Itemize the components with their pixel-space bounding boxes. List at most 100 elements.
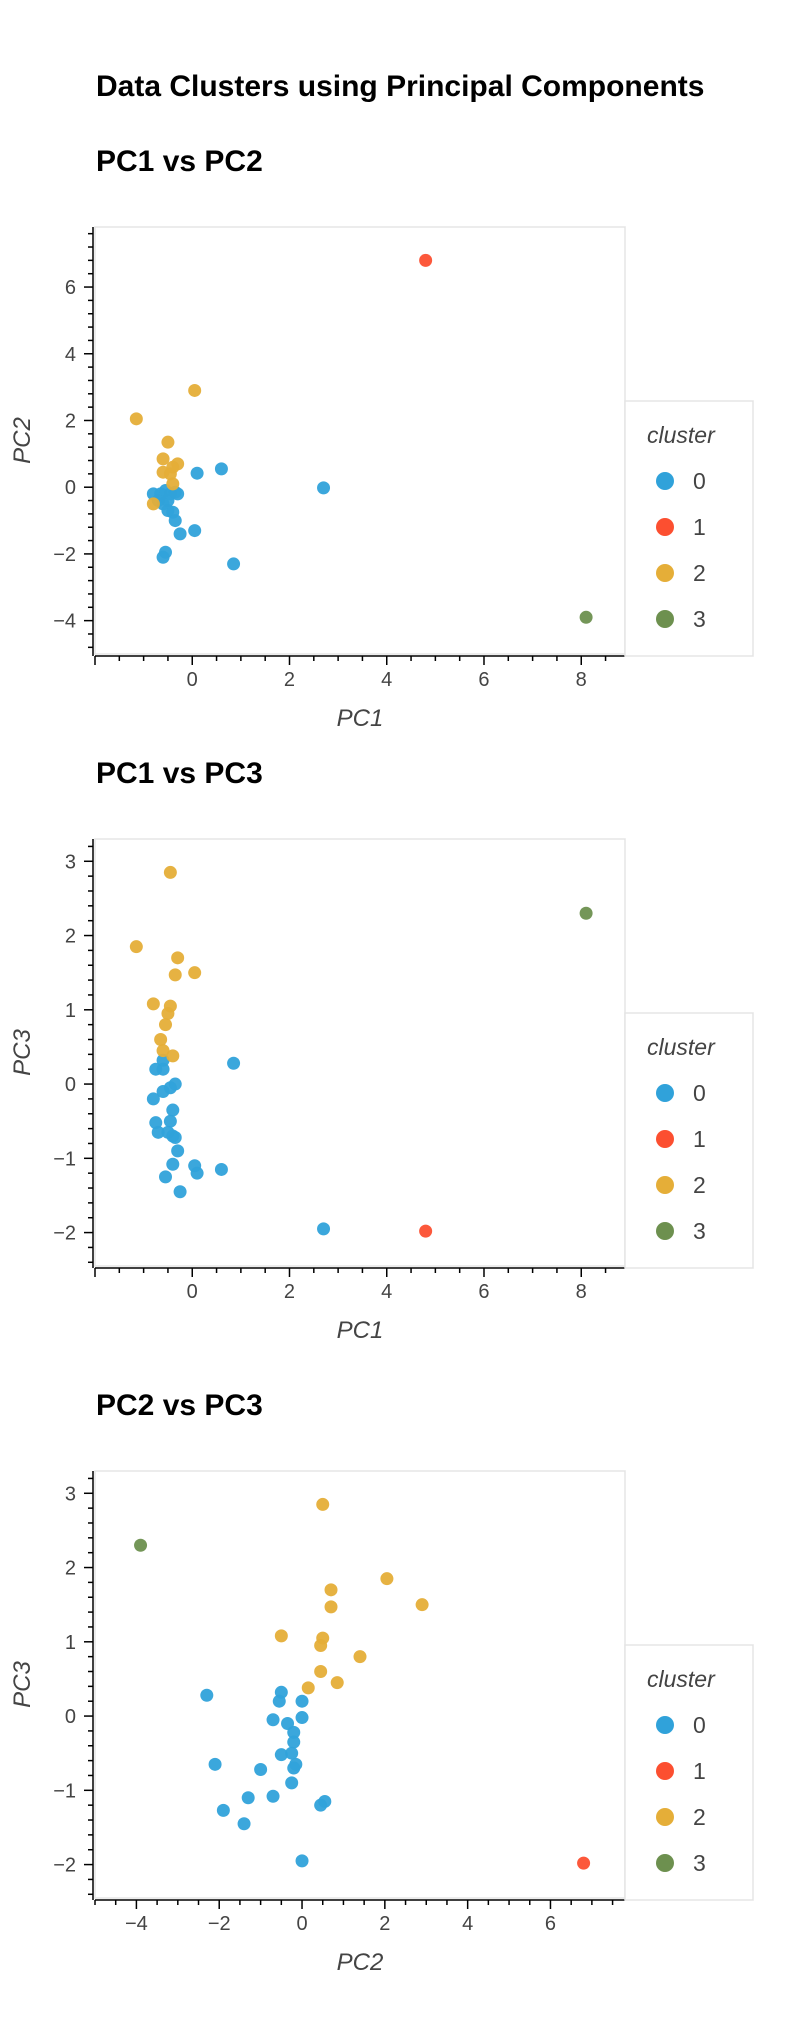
legend-label-0[interactable]: 0 [693, 468, 706, 494]
data-point-cluster-2[interactable] [324, 1583, 338, 1597]
legend-marker-3[interactable] [656, 1854, 674, 1872]
data-point-cluster-2[interactable] [146, 997, 160, 1011]
data-point-cluster-0[interactable] [227, 557, 241, 571]
data-point-cluster-2[interactable] [159, 1018, 173, 1032]
legend-marker-1[interactable] [656, 1130, 674, 1148]
legend-label-3[interactable]: 3 [693, 1850, 706, 1876]
data-point-cluster-0[interactable] [168, 514, 182, 528]
legend-marker-0[interactable] [656, 1084, 674, 1102]
data-point-cluster-2[interactable] [166, 1049, 180, 1063]
legend-label-2[interactable]: 2 [693, 1804, 706, 1830]
data-point-cluster-2[interactable] [314, 1639, 328, 1653]
scatter-plot-pc1-pc3[interactable]: 0 2 4 6 8 −2 −1 0 1 2 3 PC1 PC3 cluster 0 1 2 3 [0, 792, 800, 1352]
data-point-cluster-0[interactable] [173, 527, 187, 541]
data-point-cluster-2[interactable] [188, 383, 202, 397]
legend-label-2[interactable]: 2 [693, 560, 706, 586]
data-point-cluster-0[interactable] [161, 494, 175, 508]
legend-label-1[interactable]: 1 [693, 514, 706, 540]
data-point-cluster-0[interactable] [241, 1791, 255, 1805]
data-point-cluster-0[interactable] [190, 466, 204, 480]
data-point-cluster-0[interactable] [171, 1144, 185, 1158]
data-point-cluster-0[interactable] [163, 1114, 177, 1128]
data-point-cluster-0[interactable] [216, 1803, 230, 1817]
data-point-cluster-0[interactable] [287, 1735, 301, 1749]
data-point-cluster-1[interactable] [419, 1224, 433, 1238]
data-point-cluster-0[interactable] [190, 1166, 204, 1180]
data-point-cluster-0[interactable] [171, 487, 185, 501]
legend-marker-1[interactable] [656, 1762, 674, 1780]
legend-marker-2[interactable] [656, 1808, 674, 1826]
legend-label-2[interactable]: 2 [693, 1172, 706, 1198]
data-point-cluster-3[interactable] [579, 906, 593, 920]
scatter-plot-pc1-pc2[interactable]: 0 2 4 6 8 −4 −2 0 2 4 6 PC1 PC2 cluster 0 1 2 3 [0, 180, 800, 740]
data-point-cluster-3[interactable] [134, 1538, 148, 1552]
data-point-cluster-3[interactable] [579, 610, 593, 624]
data-point-cluster-2[interactable] [163, 865, 177, 879]
data-point-cluster-2[interactable] [274, 1629, 288, 1643]
data-point-cluster-0[interactable] [208, 1757, 222, 1771]
data-point-cluster-2[interactable] [330, 1676, 344, 1690]
data-point-cluster-0[interactable] [287, 1761, 301, 1775]
legend-label-3[interactable]: 3 [693, 606, 706, 632]
data-point-cluster-0[interactable] [156, 1084, 170, 1098]
data-point-cluster-2[interactable] [324, 1600, 338, 1614]
data-point-cluster-2[interactable] [353, 1650, 367, 1664]
legend-marker-3[interactable] [656, 1222, 674, 1240]
data-point-cluster-0[interactable] [317, 1222, 331, 1236]
legend-label-3[interactable]: 3 [693, 1218, 706, 1244]
data-point-cluster-2[interactable] [380, 1572, 394, 1586]
data-point-cluster-0[interactable] [227, 1056, 241, 1070]
data-point-cluster-0[interactable] [285, 1776, 299, 1790]
data-point-cluster-2[interactable] [168, 968, 182, 982]
data-point-cluster-0[interactable] [214, 1162, 228, 1176]
legend-label-0[interactable]: 0 [693, 1080, 706, 1106]
data-point-cluster-0[interactable] [200, 1688, 214, 1702]
data-point-cluster-2[interactable] [314, 1665, 328, 1679]
data-point-cluster-1[interactable] [577, 1856, 591, 1870]
data-point-cluster-2[interactable] [316, 1497, 330, 1511]
legend-label-1[interactable]: 1 [693, 1126, 706, 1152]
data-point-cluster-2[interactable] [163, 467, 177, 481]
legend-marker-2[interactable] [656, 1176, 674, 1194]
legend-marker-1[interactable] [656, 518, 674, 536]
legend-label-0[interactable]: 0 [693, 1712, 706, 1738]
legend-marker-3[interactable] [656, 610, 674, 628]
data-point-cluster-0[interactable] [317, 481, 331, 495]
data-point-cluster-0[interactable] [287, 1725, 301, 1739]
data-point-cluster-0[interactable] [159, 1170, 173, 1184]
data-point-cluster-0[interactable] [146, 1092, 160, 1106]
legend-marker-2[interactable] [656, 564, 674, 582]
data-point-cluster-2[interactable] [161, 1007, 175, 1021]
data-point-cluster-0[interactable] [295, 1694, 309, 1708]
data-point-cluster-2[interactable] [146, 497, 160, 511]
data-point-cluster-2[interactable] [156, 1044, 170, 1058]
data-point-cluster-0[interactable] [166, 1103, 180, 1117]
data-point-cluster-2[interactable] [161, 435, 175, 449]
legend-marker-0[interactable] [656, 1716, 674, 1734]
data-point-cluster-2[interactable] [166, 477, 180, 491]
data-point-cluster-0[interactable] [295, 1711, 309, 1725]
data-point-cluster-0[interactable] [188, 524, 202, 538]
data-point-cluster-0[interactable] [285, 1746, 299, 1760]
data-point-cluster-2[interactable] [415, 1598, 429, 1612]
data-point-cluster-0[interactable] [166, 1157, 180, 1171]
data-point-cluster-2[interactable] [154, 1033, 168, 1047]
data-point-cluster-2[interactable] [129, 940, 143, 954]
data-point-cluster-2[interactable] [301, 1681, 315, 1695]
data-point-cluster-0[interactable] [274, 1748, 288, 1762]
data-point-cluster-2[interactable] [188, 966, 202, 980]
data-point-cluster-0[interactable] [318, 1794, 332, 1808]
data-point-cluster-2[interactable] [129, 412, 143, 426]
data-point-cluster-0[interactable] [156, 1062, 170, 1076]
scatter-plot-pc2-pc3[interactable]: −4 −2 0 2 4 6 −2 −1 0 1 2 3 PC2 PC3 cluster 0 1 2 3 [0, 1424, 800, 1984]
legend-marker-0[interactable] [656, 472, 674, 490]
legend-label-1[interactable]: 1 [693, 1758, 706, 1784]
data-point-cluster-0[interactable] [266, 1713, 280, 1727]
data-point-cluster-0[interactable] [156, 550, 170, 564]
data-point-cluster-0[interactable] [266, 1789, 280, 1803]
data-point-cluster-0[interactable] [214, 462, 228, 476]
data-point-cluster-0[interactable] [295, 1854, 309, 1868]
data-point-cluster-0[interactable] [168, 1131, 182, 1145]
data-point-cluster-2[interactable] [156, 452, 170, 466]
data-point-cluster-0[interactable] [173, 1185, 187, 1199]
